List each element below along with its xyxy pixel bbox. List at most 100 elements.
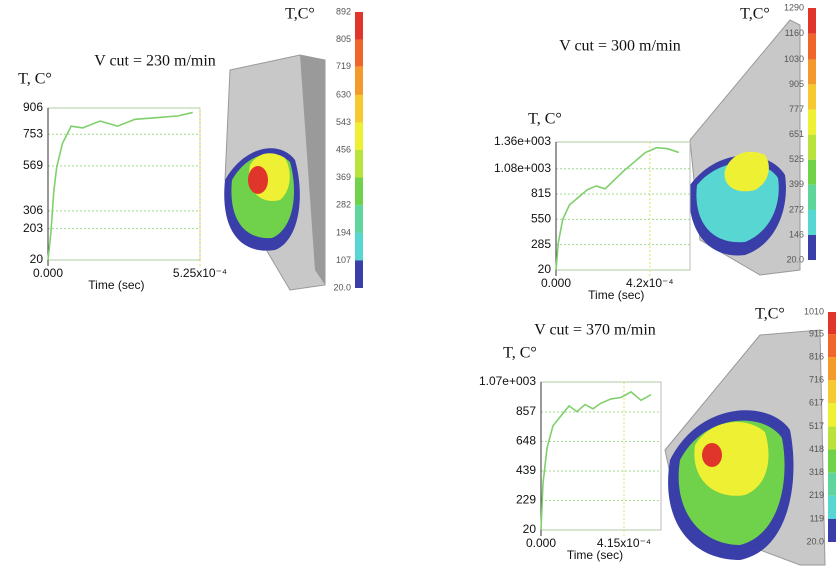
y-tick-label: 285 [531,237,551,251]
colorbar-segment [828,495,836,519]
colorbar-segment [828,380,836,404]
colorbar-segment [828,426,836,450]
y-tick-label: 569 [23,158,43,172]
colorbar-tick-label: 617 [809,398,824,408]
y-tick-label: 1.36e+003 [494,134,551,148]
colorbar-segment [355,66,363,95]
y-tick-label: 20 [538,262,552,276]
colorbar-segment [808,234,816,260]
colorbar-tick-label: 318 [809,467,824,477]
colorbar-tick-label: 892 [336,6,351,16]
colorbar-tick-label: 777 [789,104,804,114]
data-line [540,390,652,531]
x-axis-label: Time (sec) [588,288,644,302]
colorbar-segment [355,232,363,261]
y-tick-label: 20 [523,522,537,536]
x-tick-label: 0.000 [541,276,571,290]
colorbar-tick-label: 282 [336,199,351,209]
y-tick-label: 906 [23,100,43,114]
tool-render [224,19,826,566]
colorbar-tick-label: 456 [336,144,351,154]
y-axis-label: T, C° [503,345,537,362]
colorbar-tick-label: 107 [336,255,351,265]
colorbar-segment [828,312,836,335]
chart-title: V cut = 300 m/min [559,38,681,55]
colorbar-segment [808,184,816,210]
y-tick-label: 1.08e+003 [494,161,551,175]
y-axis-label: T, C° [528,111,562,128]
colorbar-tick-label: 1160 [785,28,804,38]
colorbar-tick-label: 418 [809,444,824,454]
x-tick-label: 0.000 [526,536,556,550]
colorbar-tick-label: 816 [809,351,824,361]
colorbar-tick-label: 651 [789,129,804,139]
colorbar-tick-label: 1030 [784,54,804,64]
colorbar-title: T,C° [285,6,315,23]
colorbar-tick-label: 369 [336,172,351,182]
colorbar-tick-label: 399 [789,179,804,189]
colorbar-segment [808,33,816,60]
plot-area [540,381,662,531]
y-tick-label: 1.07e+003 [479,374,536,388]
x-tick-label: 0.000 [33,266,63,280]
colorbar-tick-label: 716 [809,375,824,385]
colorbar-segment [828,472,836,496]
colorbar-tick-label: 20.0 [786,254,804,264]
colorbar-tick-label: 719 [336,61,351,71]
colorbar-tick-label: 905 [789,79,804,89]
colorbar-tick-label: 543 [336,117,351,127]
colorbar-tick-label: 525 [789,154,804,164]
colorbar-tick-label: 20.0 [333,282,351,292]
colorbar-segment [808,84,816,110]
colorbar-segment [828,357,836,381]
data-line [555,146,680,271]
colorbar-segment [355,205,363,233]
colorbar-tick-label: 272 [789,204,804,214]
colorbar-segment [808,209,816,235]
colorbar-tick-label: 805 [336,34,351,44]
colorbar-segment [355,150,363,178]
colorbar-segment [808,134,816,160]
x-tick-label: 4.2x10⁻⁴ [626,276,674,290]
colorbar-tick-label: 630 [336,89,351,99]
colorbar-tick-label: 219 [809,490,824,500]
colorbar-tick-label: 1290 [784,2,804,12]
y-tick-label: 648 [516,434,536,448]
colorbar-tick-label: 194 [336,227,351,237]
colorbar-title: T,C° [740,6,770,23]
x-axis-label: Time (sec) [88,278,144,292]
colorbar-tick-label: 146 [789,229,804,239]
colorbar-segment [808,109,816,135]
y-tick-label: 857 [516,404,536,418]
y-tick-label: 753 [23,126,43,140]
y-tick-label: 306 [23,203,43,217]
colorbar-segment [828,449,836,473]
colorbar-segment [808,159,816,185]
colorbar-segment [828,403,836,427]
colorbar-tick-label: 517 [809,421,824,431]
y-tick-label: 439 [516,463,536,477]
colorbar-tick-label: 20.0 [806,536,824,546]
chart-title: V cut = 230 m/min [94,53,216,70]
colorbar-segment [355,12,363,40]
data-line [47,111,193,261]
y-tick-label: 815 [531,186,551,200]
colorbar-segment [808,59,816,85]
chart-title: V cut = 370 m/min [534,322,656,339]
y-tick-label: 550 [531,212,551,226]
y-tick-label: 229 [516,493,536,507]
plot-area [555,141,691,271]
colorbar-segment [355,122,363,150]
colorbar-tick-label: 1010 [804,306,824,316]
colorbar-segment [355,94,363,123]
colorbar-segment [355,39,363,67]
colorbar-segment [808,8,816,34]
colorbar-segment [828,334,836,358]
y-tick-label: 20 [30,252,44,266]
x-tick-label: 4.15x10⁻⁴ [597,536,651,550]
y-tick-label: 203 [23,221,43,235]
colorbar-segment [828,519,836,542]
x-axis-label: Time (sec) [567,548,623,562]
colorbar-segment [355,260,363,288]
